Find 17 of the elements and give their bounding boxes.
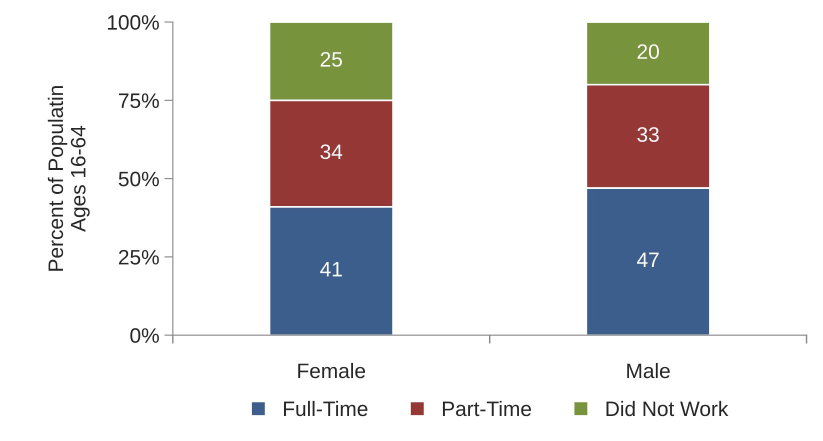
y-tick-label: 0% (130, 328, 159, 343)
legend-label: Full-Time (284, 400, 368, 416)
x-tick-label: Female (298, 362, 366, 378)
legend-label: Part-Time (442, 400, 531, 416)
data-label: 34 (320, 144, 342, 160)
y-tick-label: 50% (118, 172, 159, 186)
data-label: 47 (637, 252, 659, 267)
data-label: 33 (637, 127, 659, 142)
data-label: 20 (638, 44, 659, 59)
x-tick-label: Male (627, 362, 670, 378)
legend-label: Did Not Work (606, 400, 728, 416)
y-axis-title: Percent of Populatin Ages 16-64 (48, 86, 90, 271)
data-label: 25 (320, 52, 342, 67)
y-tick-label: 100% (108, 15, 159, 30)
y-tick-label: 25% (118, 250, 159, 265)
y-tick-label: 75% (119, 93, 159, 108)
data-label: 41 (320, 262, 342, 276)
